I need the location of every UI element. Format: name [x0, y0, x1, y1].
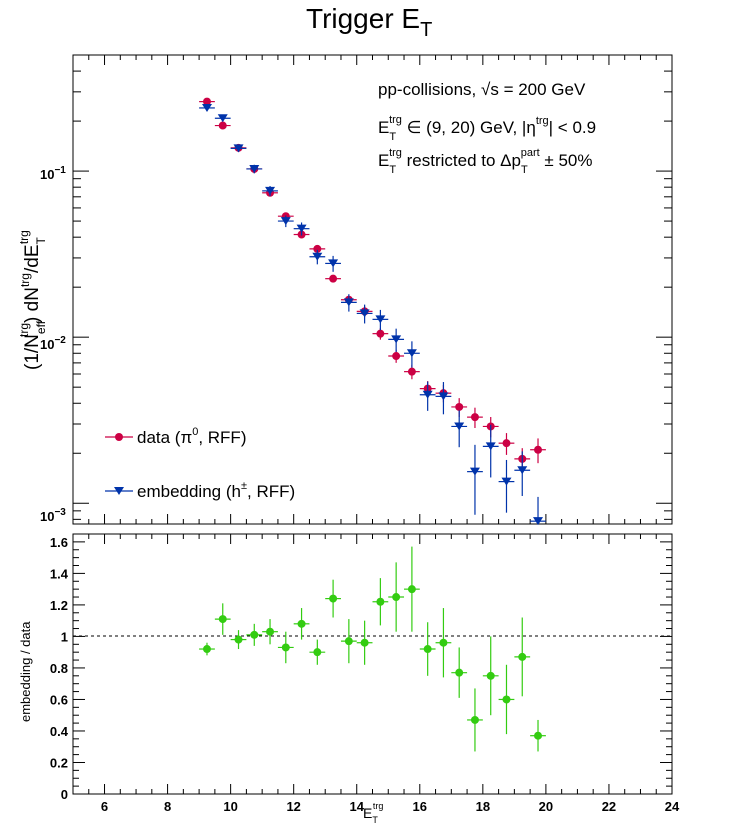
- x-tick-label: 22: [602, 799, 616, 814]
- embedding-point: [469, 467, 480, 476]
- series-ratio: [199, 546, 546, 752]
- ratio-point: [218, 615, 227, 624]
- embedding-point: [485, 442, 496, 451]
- embedding-point: [422, 390, 433, 399]
- embedding-point: [454, 422, 465, 431]
- chart-title: Trigger ET: [306, 3, 432, 41]
- embedding-point: [217, 114, 228, 123]
- bottom-y-axis-title: embedding / data: [18, 621, 33, 722]
- embedding-point: [343, 298, 354, 307]
- ratio-point: [281, 643, 290, 652]
- embedding-point: [233, 144, 244, 153]
- y-tick-label-1e-2: 10−2: [40, 335, 66, 352]
- embedding-point: [249, 164, 260, 173]
- embedding-point: [280, 217, 291, 226]
- y-tick-label: 1.4: [50, 566, 69, 581]
- data-point: [534, 445, 543, 454]
- ratio-point: [518, 652, 527, 661]
- embedding-point: [406, 349, 417, 358]
- annotation-collisions: pp-collisions, √s = 200 GeV: [378, 80, 586, 99]
- embedding-point: [201, 103, 212, 112]
- ratio-point: [455, 668, 464, 677]
- embedding-point: [312, 252, 323, 261]
- data-point: [218, 121, 227, 130]
- annotation-restriction: ETtrg restricted to ΔpTpart ± 50%: [378, 147, 593, 176]
- ratio-point: [502, 695, 511, 704]
- x-tick-label: 14: [350, 799, 365, 814]
- embedding-point: [375, 315, 386, 324]
- embedding-point: [359, 309, 370, 318]
- ratio-point: [329, 594, 338, 603]
- embedding-point: [328, 259, 339, 268]
- ratio-point: [234, 635, 243, 644]
- embedding-point: [533, 517, 544, 526]
- ratio-point: [250, 630, 259, 639]
- x-tick-label: 12: [286, 799, 300, 814]
- ratio-point: [486, 671, 495, 680]
- x-axis-title: ETtrg: [363, 801, 383, 824]
- legend-data-marker: [115, 433, 123, 441]
- embedding-point: [265, 186, 276, 195]
- series-layer: [199, 97, 546, 752]
- data-point: [202, 97, 211, 106]
- data-point: [470, 413, 479, 422]
- data-point: [455, 402, 464, 411]
- embedding-point: [501, 477, 512, 486]
- embedding-point: [517, 466, 528, 475]
- ratio-point: [423, 645, 432, 654]
- annotation-et-range: ETtrg ∈ (9, 20) GeV, |ηtrg| < 0.9: [378, 114, 596, 143]
- data-point: [407, 367, 416, 376]
- legend: data (π0, RFF) embedding (h±, RFF): [105, 426, 295, 501]
- ratio-point: [344, 637, 353, 646]
- ratio-point: [297, 619, 306, 628]
- embedding-point: [296, 224, 307, 233]
- bottom-panel-frame: [72, 533, 673, 795]
- ratio-point: [439, 638, 448, 647]
- x-tick-label: 18: [476, 799, 490, 814]
- data-point: [392, 352, 401, 361]
- y-tick-label: 0.6: [50, 692, 68, 707]
- ratio-point: [376, 597, 385, 606]
- top-y-axis-title: (1/Nefftrg) dNtrg/dETtrg: [17, 230, 48, 370]
- ratio-point: [360, 638, 369, 647]
- legend-embedding-marker: [114, 487, 124, 495]
- ratio-point: [202, 645, 211, 654]
- y-tick-label: 1.2: [50, 598, 68, 613]
- y-tick-label-1e-1: 10−1: [40, 165, 66, 182]
- y-tick-label: 0: [61, 787, 68, 802]
- embedding-point: [438, 392, 449, 401]
- y-tick-label: 0.4: [50, 724, 69, 739]
- data-point: [502, 439, 511, 448]
- x-tick-label: 16: [413, 799, 427, 814]
- ratio-point: [392, 593, 401, 602]
- top-axis-ticks: [72, 54, 673, 524]
- y-tick-label: 1.6: [50, 535, 68, 550]
- bottom-axis-ticks: 6 8 10 12 14 16 18 20 22 24 0 0.2 0.4 0.6 0.8 1 1.2 1.4 1.…: [50, 533, 680, 814]
- series-embedding: [199, 103, 546, 526]
- x-tick-label: 10: [223, 799, 237, 814]
- legend-data-label: data (π0, RFF): [137, 426, 246, 447]
- y-tick-label: 0.2: [50, 755, 68, 770]
- data-point: [376, 329, 385, 338]
- legend-embedding-label: embedding (h±, RFF): [137, 480, 295, 501]
- x-tick-label: 6: [101, 799, 108, 814]
- ratio-point: [407, 585, 416, 594]
- ratio-point: [534, 731, 543, 740]
- y-tick-label: 0.8: [50, 661, 68, 676]
- data-point: [329, 274, 338, 283]
- y-tick-label: 1: [61, 629, 68, 644]
- ratio-point: [470, 715, 479, 724]
- embedding-point: [391, 335, 402, 344]
- data-point: [313, 244, 322, 253]
- y-tick-label-1e-3: 10−3: [40, 507, 66, 524]
- x-tick-label: 20: [539, 799, 553, 814]
- ratio-point: [266, 627, 275, 636]
- ratio-point: [313, 648, 322, 657]
- x-tick-label: 8: [164, 799, 171, 814]
- x-tick-label: 24: [665, 799, 680, 814]
